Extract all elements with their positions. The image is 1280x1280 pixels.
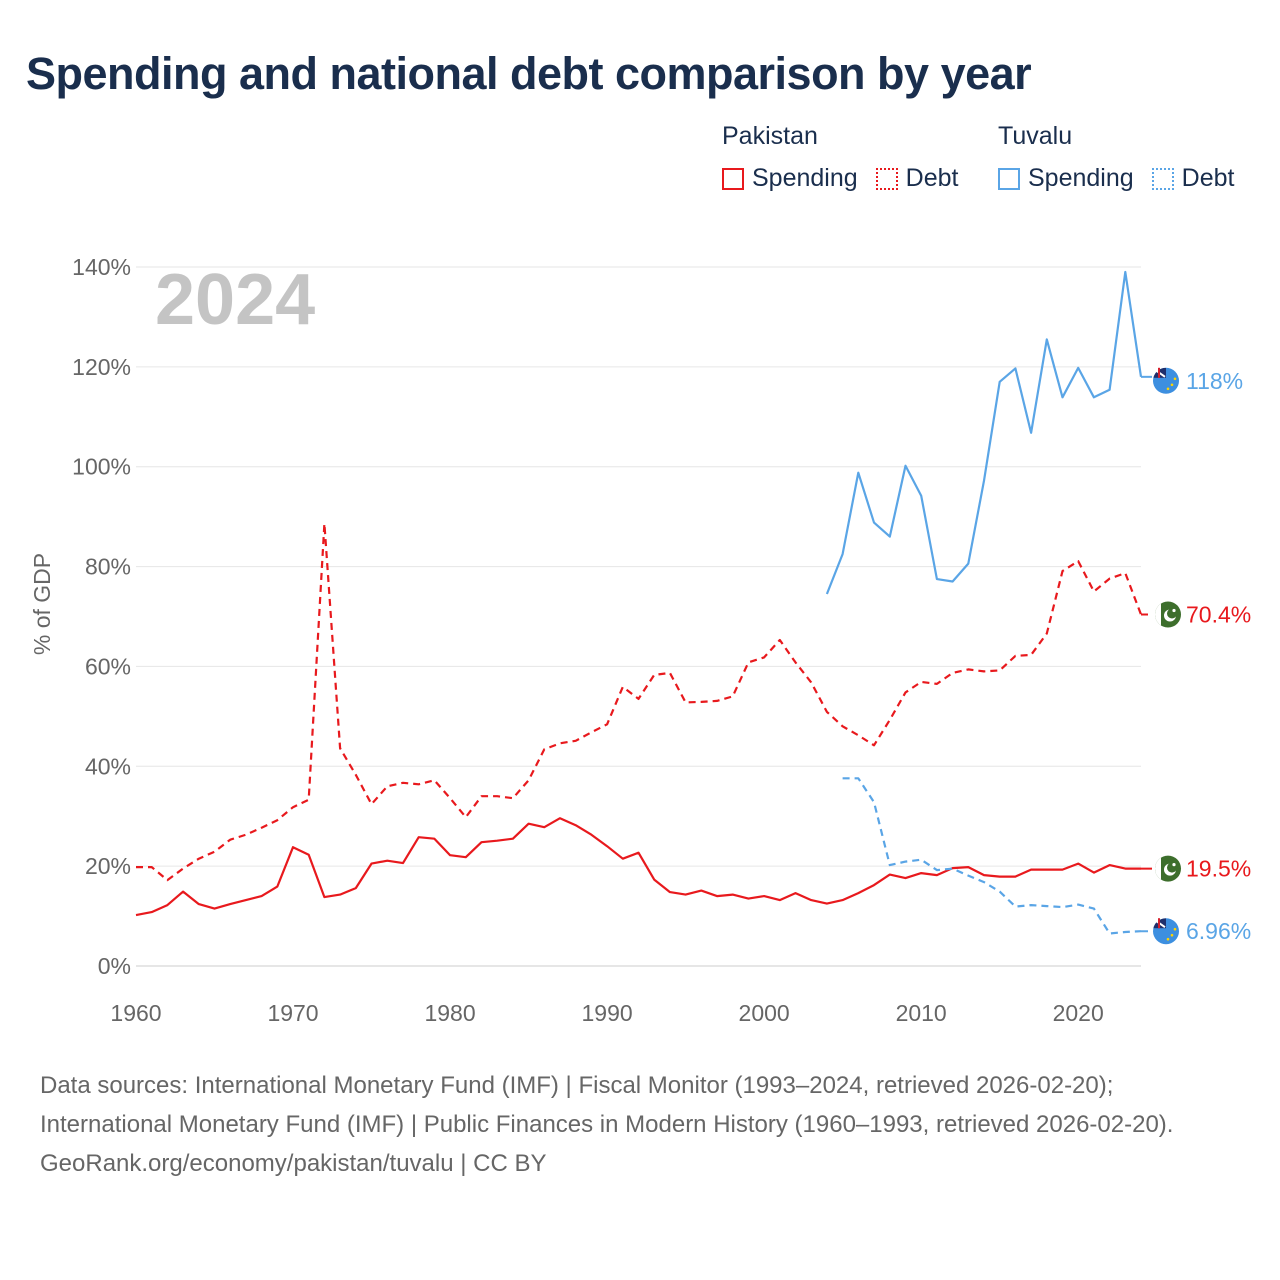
series-line-tuvalu-spending[interactable] — [825, 270, 1143, 595]
legend-label: Spending — [752, 164, 858, 192]
x-tick-label: 2020 — [1053, 1000, 1104, 1026]
legend-swatch-dotted — [875, 167, 898, 190]
legend-swatch-solid — [998, 167, 1020, 190]
pakistan-flag-icon — [1155, 601, 1181, 628]
legend-item-tuvalu-debt[interactable]: Debt — [1151, 164, 1235, 193]
end-value-label: 6.96% — [1186, 918, 1251, 944]
x-tick-label: 2010 — [896, 1000, 947, 1026]
legend-group-tuvalu: Tuvalu Spending Debt — [998, 122, 1252, 193]
footer: Data sources: International Monetary Fun… — [40, 1066, 1240, 1183]
legend-swatch-solid — [722, 167, 744, 190]
line-chart: 2024 % of GDP 0% 20% 40% 60% 80% 100% 120% 140%… — [29, 254, 1251, 1026]
pakistan-flag-icon — [1155, 855, 1181, 882]
y-tick-label: 60% — [85, 653, 131, 679]
legend-group-pakistan: Pakistan Spending Debt — [722, 122, 976, 193]
legend-swatch-dotted — [1151, 167, 1174, 190]
x-tick-label: 2000 — [739, 1000, 790, 1026]
y-axis-label: % of GDP — [29, 553, 55, 655]
legend-item-tuvalu-spending[interactable]: Spending — [998, 164, 1134, 193]
attribution: GeoRank.org/economy/pakistan/tuvalu | CC… — [40, 1150, 547, 1177]
tuvalu-flag-icon — [1153, 367, 1179, 394]
y-tick-label: 80% — [85, 554, 131, 580]
tuvalu-flag-icon — [1153, 918, 1179, 945]
year-watermark: 2024 — [155, 260, 315, 340]
legend-country-tuvalu: Tuvalu — [998, 122, 1073, 150]
series-line-pakistan-spending[interactable] — [135, 817, 1141, 917]
series-line-tuvalu-debt[interactable] — [842, 777, 1142, 935]
end-value-label: 19.5% — [1186, 856, 1251, 882]
x-tick-label: 1960 — [110, 1000, 161, 1026]
end-value-label: 70.4% — [1186, 602, 1251, 628]
legend-item-pakistan-debt[interactable]: Debt — [875, 164, 959, 193]
x-tick-label: 1970 — [267, 1000, 318, 1026]
y-tick-label: 0% — [98, 953, 131, 979]
legend-label: Spending — [1028, 164, 1134, 192]
legend-label: Debt — [905, 164, 959, 192]
y-tick-label: 20% — [85, 853, 131, 879]
page-title: Spending and national debt comparison by… — [26, 48, 1032, 99]
series-line-pakistan-debt[interactable] — [136, 522, 1143, 882]
x-tick-label: 1980 — [424, 1000, 475, 1026]
y-tick-label: 100% — [72, 454, 131, 480]
y-tick-label: 120% — [72, 354, 131, 380]
x-tick-label: 1990 — [582, 1000, 633, 1026]
y-tick-label: 140% — [72, 254, 131, 280]
legend-item-pakistan-spending[interactable]: Spending — [722, 164, 858, 193]
end-value-label: 118% — [1186, 368, 1243, 394]
y-tick-label: 40% — [85, 753, 131, 779]
legend-country-pakistan: Pakistan — [722, 122, 818, 150]
data-sources: Data sources: International Monetary Fun… — [40, 1072, 1174, 1138]
legend-label: Debt — [1181, 164, 1235, 192]
